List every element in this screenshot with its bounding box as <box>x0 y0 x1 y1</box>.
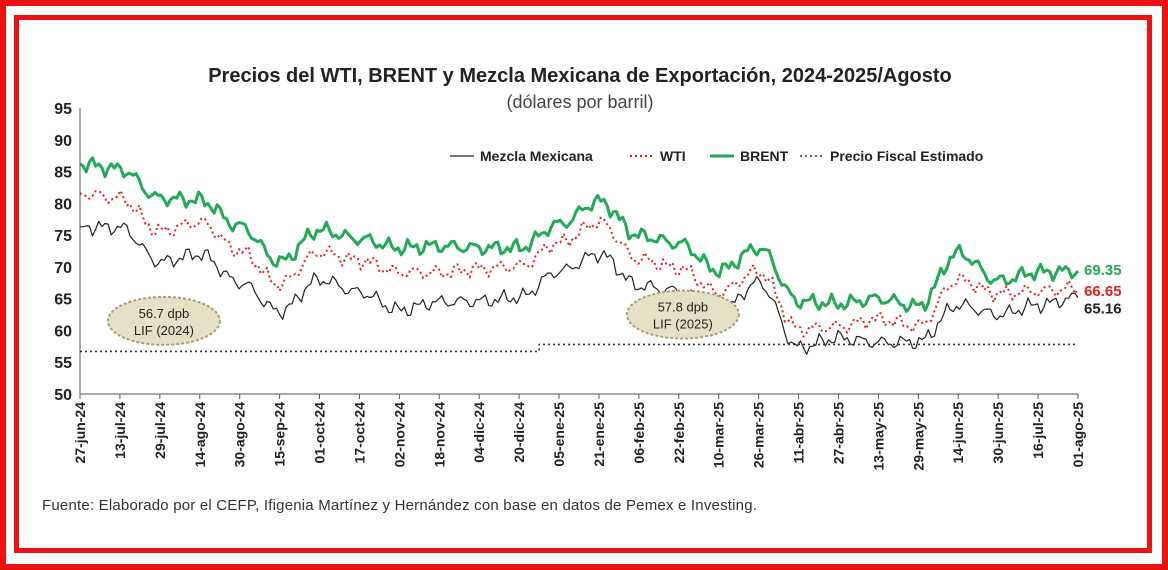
y-axis: 95 90 85 80 75 70 65 60 55 50 <box>54 101 81 404</box>
legend-entry-label: BRENT <box>740 148 789 164</box>
y-tick-label: 90 <box>54 133 72 150</box>
x-tick-label: 16-jul-25 <box>1030 402 1046 459</box>
annotation-ellipse <box>106 295 221 346</box>
x-tick-label: 01-ago-25 <box>1070 402 1086 468</box>
y-tick-label: 85 <box>54 165 72 182</box>
x-tick-label: 10-mar-25 <box>711 402 727 468</box>
y-tick-label: 60 <box>54 323 72 340</box>
chart-title: Precios del WTI, BRENT y Mezcla Mexicana… <box>208 65 952 87</box>
annotation-layer: 56.7 dpb LIF (2024) 57.8 dpb LIF (2025) <box>106 289 740 346</box>
x-tick-label: 29-jul-24 <box>152 402 168 459</box>
x-tick-label: 11-abr-25 <box>791 402 807 464</box>
annotation-line1: 56.7 dpb <box>139 306 190 321</box>
x-tick-label: 02-nov-24 <box>391 402 407 468</box>
x-tick-label: 14-jun-25 <box>950 402 966 464</box>
series-line <box>79 220 1079 355</box>
x-tick-label: 27-abr-25 <box>830 402 846 464</box>
x-tick-label: 14-ago-24 <box>192 402 208 468</box>
x-tick-label: 13-jul-24 <box>112 402 128 459</box>
series-line <box>80 343 1078 353</box>
legend-entry-label: Mezcla Mexicana <box>480 148 593 164</box>
x-tick-label: 18-nov-24 <box>431 402 447 468</box>
y-tick-label: 65 <box>54 292 72 309</box>
annotation-ellipse <box>625 289 740 340</box>
x-tick-label: 20-dic-24 <box>511 402 527 463</box>
y-tick-label: 75 <box>54 228 72 245</box>
legend-entry-label: WTI <box>660 148 686 164</box>
end-value-label: 69.35 <box>1084 262 1122 279</box>
legend: Mezcla Mexicana WTI BRENT Precio Fiscal Est… <box>450 148 983 164</box>
series-line <box>79 189 1079 338</box>
x-tick-label: 26-mar-25 <box>751 402 767 468</box>
x-tick-label: 17-oct-24 <box>351 402 367 464</box>
source-note: Fuente: Elaborado por el CEFP, Ifigenia … <box>42 497 758 514</box>
x-tick-label: 01-oct-24 <box>312 402 328 464</box>
y-tick-label: 95 <box>54 101 72 118</box>
x-tick-label: 29-may-25 <box>910 402 926 471</box>
x-axis: 27-jun-24 13-jul-24 29-jul-24 14-ago-24 30-a… <box>72 393 1086 471</box>
series-line <box>79 156 1080 313</box>
x-tick-label: 30-ago-24 <box>232 402 248 468</box>
x-tick-label: 13-may-25 <box>870 402 886 471</box>
chart-subtitle: (dólares por barril) <box>506 92 653 112</box>
y-tick-label: 80 <box>54 196 72 213</box>
x-tick-label: 04-dic-24 <box>471 402 487 463</box>
inner-red-frame <box>14 15 1152 553</box>
y-tick-label: 70 <box>54 260 72 277</box>
legend-entry-label: Precio Fiscal Estimado <box>830 148 983 164</box>
x-tick-label: 15-sep-24 <box>272 402 288 467</box>
x-tick-label: 22-feb-25 <box>671 402 687 464</box>
x-tick-label: 27-jun-24 <box>72 402 88 464</box>
end-value-label: 66.65 <box>1084 283 1122 300</box>
y-tick-label: 55 <box>54 355 72 372</box>
annotation-line2: LIF (2024) <box>134 323 194 338</box>
x-tick-label: 21-ene-25 <box>591 402 607 467</box>
series-layer <box>79 156 1080 355</box>
annotation-line1: 57.8 dpb <box>658 300 709 315</box>
end-value-label: 65.16 <box>1084 301 1122 318</box>
annotation-line2: LIF (2025) <box>653 317 713 332</box>
x-tick-label: 05-ene-25 <box>551 402 567 467</box>
y-tick-label: 50 <box>54 387 72 404</box>
x-tick-label: 06-feb-25 <box>631 402 647 464</box>
x-tick-label: 30-jun-25 <box>990 402 1006 464</box>
